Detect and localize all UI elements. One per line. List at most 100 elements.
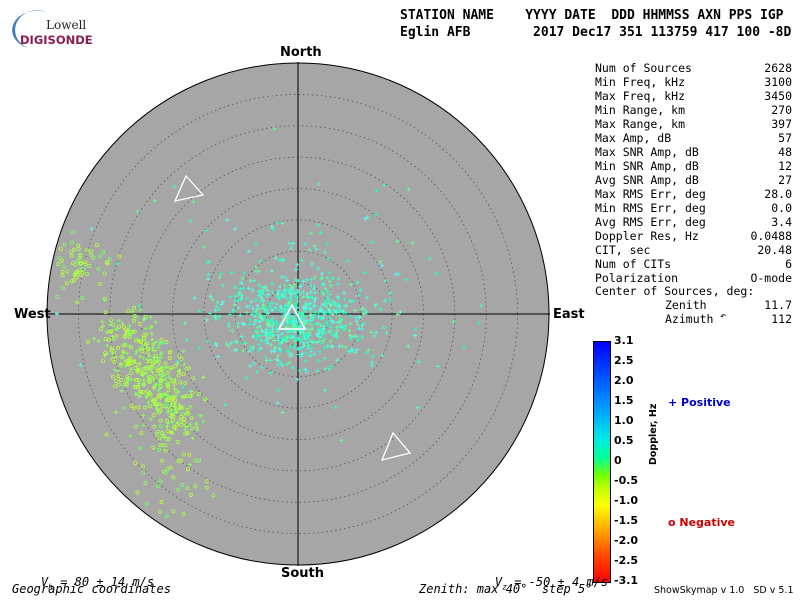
source-point-positive bbox=[138, 354, 143, 359]
source-point-negative bbox=[155, 484, 160, 489]
source-point-positive bbox=[208, 294, 213, 299]
source-point-negative bbox=[152, 424, 157, 429]
source-point-positive bbox=[231, 309, 236, 314]
source-point-positive bbox=[214, 304, 219, 309]
source-point-negative bbox=[104, 432, 109, 437]
stat-value: 3100 bbox=[764, 75, 792, 89]
source-point-positive bbox=[282, 335, 287, 340]
center-zenith-label: Zenith bbox=[665, 298, 707, 312]
source-point-positive bbox=[284, 362, 289, 367]
source-point-negative bbox=[159, 499, 164, 504]
source-point-positive bbox=[181, 349, 186, 354]
source-point-positive bbox=[242, 322, 247, 327]
source-point-negative bbox=[107, 337, 112, 342]
source-point-positive bbox=[78, 363, 83, 368]
source-point-positive bbox=[378, 259, 383, 264]
colorbar-tick-label: -2.0 bbox=[614, 534, 639, 547]
source-point-positive bbox=[188, 404, 193, 409]
source-point-positive bbox=[257, 283, 262, 288]
colorbar-tick-label: 2.0 bbox=[614, 374, 634, 387]
source-point-positive bbox=[348, 336, 353, 341]
source-point-positive bbox=[121, 355, 126, 360]
source-point-positive bbox=[216, 354, 221, 359]
source-point-positive bbox=[210, 297, 215, 302]
source-point-positive bbox=[160, 365, 165, 370]
source-point-positive bbox=[478, 303, 483, 308]
source-point-negative bbox=[97, 281, 102, 286]
source-point-positive bbox=[213, 308, 218, 313]
source-point-positive bbox=[363, 308, 368, 313]
center-title: Center of Sources, deg: bbox=[595, 284, 755, 298]
source-point-negative bbox=[83, 262, 88, 267]
source-point-positive bbox=[168, 402, 173, 407]
source-point-negative bbox=[151, 445, 156, 450]
source-point-positive bbox=[117, 318, 122, 323]
source-point-positive bbox=[346, 349, 351, 354]
source-point-positive bbox=[299, 311, 304, 316]
source-point-positive bbox=[278, 360, 283, 365]
source-point-positive bbox=[334, 331, 339, 336]
source-point-positive bbox=[328, 283, 333, 288]
source-point-negative bbox=[171, 415, 176, 420]
source-point-negative bbox=[178, 405, 183, 410]
source-point-positive bbox=[336, 302, 341, 307]
source-point-positive bbox=[305, 346, 310, 351]
source-point-negative bbox=[178, 414, 183, 419]
source-point-positive bbox=[416, 405, 421, 410]
source-point-positive bbox=[304, 369, 309, 374]
source-point-negative bbox=[71, 230, 76, 235]
source-point-positive bbox=[315, 321, 320, 326]
stat-value: 27 bbox=[778, 173, 792, 187]
source-point-positive bbox=[246, 286, 251, 291]
source-point-positive bbox=[148, 417, 153, 422]
source-point-positive bbox=[145, 357, 150, 362]
source-point-positive bbox=[180, 394, 185, 399]
source-point-positive bbox=[325, 344, 330, 349]
source-point-positive bbox=[272, 126, 277, 131]
source-point-negative bbox=[83, 260, 88, 265]
source-point-negative bbox=[182, 416, 187, 421]
source-point-positive bbox=[164, 404, 169, 409]
source-point-positive bbox=[152, 360, 157, 365]
source-point-positive bbox=[354, 319, 359, 324]
source-point-positive bbox=[327, 270, 332, 275]
source-point-positive bbox=[141, 423, 146, 428]
source-point-negative bbox=[158, 384, 163, 389]
source-point-negative bbox=[187, 366, 192, 371]
source-point-positive bbox=[330, 328, 335, 333]
source-point-positive bbox=[318, 323, 323, 328]
source-point-positive bbox=[388, 297, 393, 302]
source-point-negative bbox=[59, 258, 64, 263]
source-point-positive bbox=[427, 256, 432, 261]
source-point-positive bbox=[304, 336, 309, 341]
source-point-positive bbox=[208, 311, 213, 316]
source-point-positive bbox=[228, 294, 233, 299]
source-point-positive bbox=[395, 312, 400, 317]
source-point-negative bbox=[103, 310, 108, 315]
source-point-positive bbox=[258, 314, 263, 319]
source-point-negative bbox=[167, 407, 172, 412]
source-point-positive bbox=[311, 286, 316, 291]
source-point-positive bbox=[191, 199, 196, 204]
source-point-positive bbox=[105, 351, 110, 356]
source-point-negative bbox=[136, 405, 141, 410]
compass-north: North bbox=[280, 45, 322, 60]
source-point-negative bbox=[116, 374, 121, 379]
source-point-negative bbox=[139, 431, 144, 436]
source-point-positive bbox=[263, 285, 268, 290]
source-point-negative bbox=[168, 465, 173, 470]
source-point-negative bbox=[154, 432, 159, 437]
source-point-positive bbox=[352, 334, 357, 339]
stat-value: 57 bbox=[778, 131, 792, 145]
source-point-positive bbox=[279, 309, 284, 314]
source-point-positive bbox=[233, 227, 238, 232]
source-point-negative bbox=[109, 348, 114, 353]
source-point-positive bbox=[192, 296, 197, 301]
source-point-positive bbox=[264, 358, 269, 363]
source-point-negative bbox=[181, 372, 186, 377]
source-point-positive bbox=[312, 352, 317, 357]
source-point-negative bbox=[158, 479, 163, 484]
source-point-positive bbox=[149, 331, 154, 336]
source-point-positive bbox=[286, 300, 291, 305]
source-point-negative bbox=[160, 430, 165, 435]
